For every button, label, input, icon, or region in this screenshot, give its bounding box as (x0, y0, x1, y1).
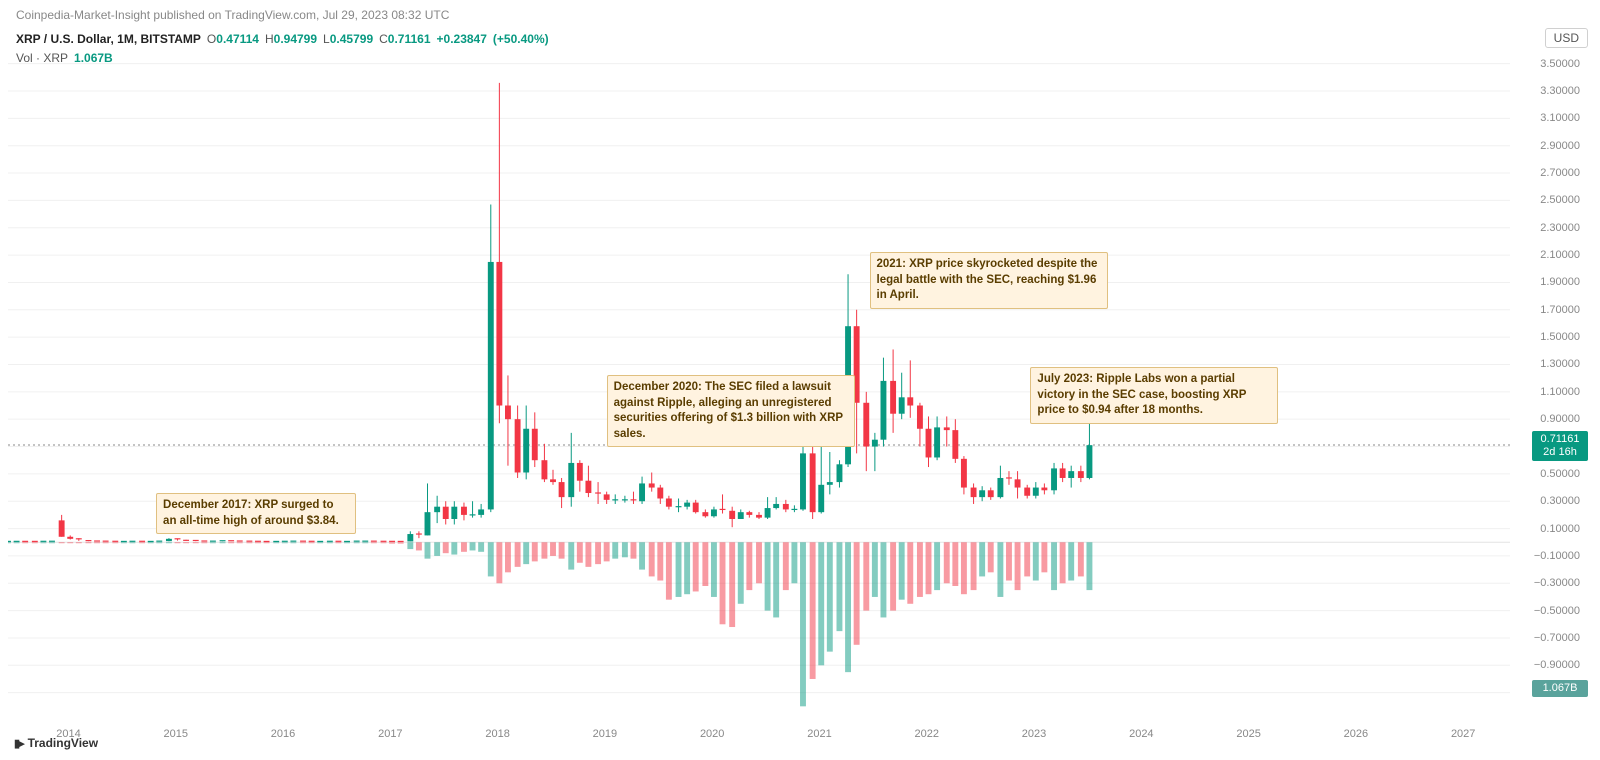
xaxis-tick: 2023 (1022, 728, 1046, 740)
currency-badge[interactable]: USD (1545, 28, 1588, 48)
yaxis-tick: 1.70000 (1540, 304, 1580, 316)
xaxis-tick: 2015 (164, 728, 188, 740)
current-price-badge: 0.711612d 16h (1532, 431, 1588, 461)
xaxis-tick: 2016 (271, 728, 295, 740)
xaxis-tick: 2025 (1236, 728, 1260, 740)
xaxis-tick: 2021 (807, 728, 831, 740)
xaxis-tick: 2017 (378, 728, 402, 740)
xaxis-tick: 2018 (485, 728, 509, 740)
yaxis-tick: 2.50000 (1540, 194, 1580, 206)
yaxis-tick: 2.90000 (1540, 140, 1580, 152)
volume-badge: 1.067B (1532, 680, 1588, 697)
chart-annotation: December 2020: The SEC filed a lawsuit a… (607, 375, 855, 447)
yaxis-tick: 0.90000 (1540, 413, 1580, 425)
chart-annotation: 2021: XRP price skyrocketed despite the … (870, 252, 1108, 309)
yaxis-tick: 3.50000 (1540, 58, 1580, 70)
xaxis-tick: 2024 (1129, 728, 1153, 740)
publisher-text: Coinpedia-Market-Insight published on Tr… (16, 8, 449, 22)
symbol-label[interactable]: XRP / U.S. Dollar, 1M, BITSTAMP (16, 30, 201, 49)
yaxis-tick: −0.50000 (1534, 605, 1580, 617)
xaxis-tick: 2020 (700, 728, 724, 740)
yaxis-tick: 1.90000 (1540, 276, 1580, 288)
yaxis-tick: 2.70000 (1540, 167, 1580, 179)
xaxis-tick: 2026 (1344, 728, 1368, 740)
yaxis-tick: 0.10000 (1540, 523, 1580, 535)
xaxis-tick: 2019 (593, 728, 617, 740)
yaxis-tick: −0.30000 (1534, 577, 1580, 589)
yaxis-tick: 1.10000 (1540, 386, 1580, 398)
xaxis-tick: 2014 (56, 728, 80, 740)
xaxis-tick: 2022 (915, 728, 939, 740)
chart-annotation: December 2017: XRP surged to an all-time… (156, 493, 356, 534)
xaxis-tick: 2027 (1451, 728, 1475, 740)
yaxis-tick: −0.70000 (1534, 632, 1580, 644)
yaxis-tick: 1.50000 (1540, 331, 1580, 343)
yaxis-tick: 1.30000 (1540, 358, 1580, 370)
yaxis-tick: 0.50000 (1540, 468, 1580, 480)
yaxis-tick: 0.30000 (1540, 495, 1580, 507)
yaxis-tick: 2.30000 (1540, 222, 1580, 234)
tv-logo-icon: ▮▸ (14, 737, 24, 750)
yaxis-tick: 2.10000 (1540, 249, 1580, 261)
yaxis-tick: 3.30000 (1540, 85, 1580, 97)
yaxis-tick: 3.10000 (1540, 112, 1580, 124)
yaxis-tick: −0.90000 (1534, 659, 1580, 671)
chart-annotation: July 2023: Ripple Labs won a partial vic… (1030, 367, 1278, 424)
yaxis-tick: −0.10000 (1534, 550, 1580, 562)
